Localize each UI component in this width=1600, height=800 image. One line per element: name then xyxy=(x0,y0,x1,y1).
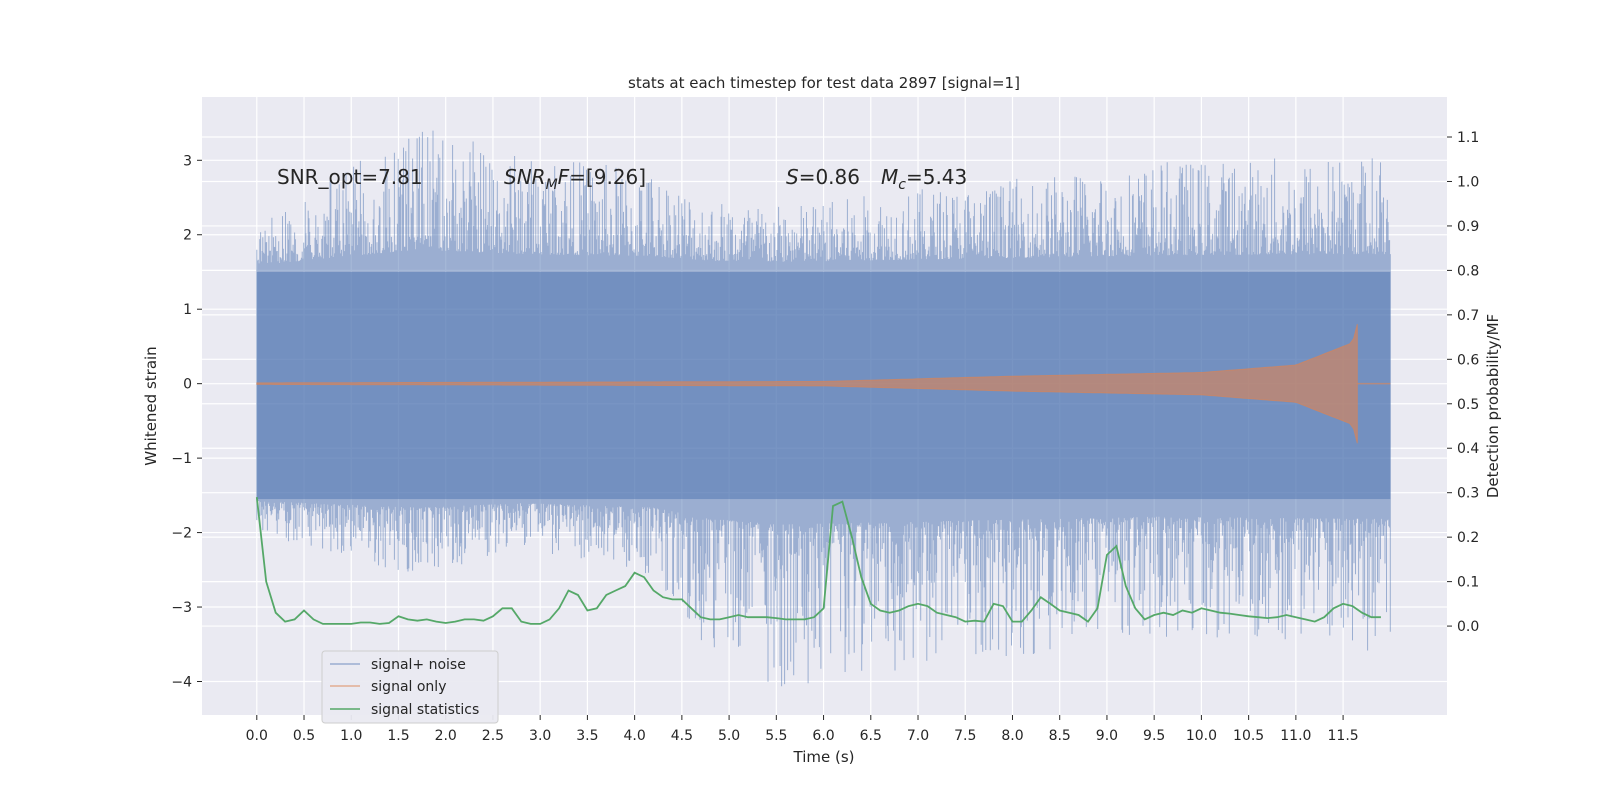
mc-symbol: M xyxy=(881,165,898,189)
right-tick-label: 0.3 xyxy=(1457,486,1479,502)
x-axis-ticks: 0.0 0.5 1.0 1.5 2.0 2.5 3.0 3.5 4.0 4.5 5.0 5.5 6.0 6… xyxy=(246,715,1359,744)
x-axis-label: Time (s) xyxy=(793,748,855,766)
x-tick-label: 7.5 xyxy=(954,728,976,744)
x-tick-label: 1.0 xyxy=(340,728,362,744)
s-value: =0.86 xyxy=(799,165,860,189)
x-tick-label: 0.0 xyxy=(246,728,268,744)
s-symbol: S xyxy=(786,165,799,189)
right-tick-label: 0.9 xyxy=(1457,219,1479,235)
right-tick-label: 0.6 xyxy=(1457,352,1479,368)
right-tick-label: 0.4 xyxy=(1457,441,1479,457)
x-tick-label: 0.5 xyxy=(293,728,315,744)
right-tick-label: 0.5 xyxy=(1457,397,1479,413)
snr-mf-subscript: M xyxy=(546,177,558,193)
series-signal-statistics xyxy=(255,497,1381,625)
series-signal-only xyxy=(256,323,1391,444)
right-tick-label: 0.1 xyxy=(1457,575,1479,591)
y-tick-label: 0 xyxy=(183,377,192,393)
right-tick-label: 1.0 xyxy=(1457,174,1479,190)
mc-subscript: c xyxy=(898,177,906,193)
right-tick-label: 0.0 xyxy=(1457,619,1479,635)
y-axis-ticks: −4 −3 −2 −1 0 1 2 3 xyxy=(171,153,202,690)
legend-box xyxy=(321,650,499,724)
right-tick-label: 0.2 xyxy=(1457,530,1479,546)
x-tick-label: 11.5 xyxy=(1328,728,1359,744)
x-tick-label: 2.5 xyxy=(482,728,504,744)
x-tick-label: 5.0 xyxy=(718,728,740,744)
x-tick-label: 8.0 xyxy=(1001,728,1023,744)
x-tick-label: 2.0 xyxy=(435,728,457,744)
legend-label-noise: signal+ noise xyxy=(371,657,466,673)
signal-chirp-envelope xyxy=(256,323,1358,444)
chart-title: stats at each timestep for test data 289… xyxy=(628,74,1020,92)
x-tick-label: 3.0 xyxy=(529,728,551,744)
x-tick-label: 4.0 xyxy=(623,728,645,744)
snr-mf-symbol: SNR xyxy=(504,165,546,189)
x-tick-label: 6.5 xyxy=(860,728,882,744)
x-tick-label: 10.5 xyxy=(1233,728,1264,744)
annotation-mc: Mc=5.43 xyxy=(881,165,967,193)
x-tick-label: 7.0 xyxy=(907,728,929,744)
x-tick-label: 8.5 xyxy=(1049,728,1071,744)
annotation-snr-mf: SNRMF=[9.26] xyxy=(504,165,646,193)
y-tick-label: 1 xyxy=(183,302,192,318)
right-tick-label: 1.1 xyxy=(1457,130,1479,146)
y-axis-label: Whitened strain xyxy=(142,346,160,465)
annotation-snr-opt: SNR_opt=7.81 xyxy=(277,165,423,189)
y-tick-label: 2 xyxy=(183,228,192,244)
stats-line xyxy=(255,497,1381,625)
y-tick-label: 3 xyxy=(183,153,192,169)
y-tick-label: −1 xyxy=(171,451,192,467)
legend-label-signal: signal only xyxy=(371,679,446,695)
y-tick-label: −2 xyxy=(171,526,192,542)
x-tick-label: 3.5 xyxy=(576,728,598,744)
right-tick-label: 0.7 xyxy=(1457,308,1479,324)
x-tick-label: 9.5 xyxy=(1143,728,1165,744)
x-tick-label: 5.5 xyxy=(765,728,787,744)
annotation-s: S=0.86 xyxy=(786,165,860,189)
snr-mf-symbol-f: F xyxy=(558,165,570,189)
legend-label-stats: signal statistics xyxy=(371,702,479,718)
snr-mf-value: =[9.26] xyxy=(569,165,646,189)
x-tick-label: 4.5 xyxy=(671,728,693,744)
right-tick-label: 0.8 xyxy=(1457,263,1479,279)
mc-value: =5.43 xyxy=(906,165,967,189)
right-axis-label: Detection probability/MF xyxy=(1484,314,1502,498)
y-tick-label: −3 xyxy=(171,600,192,616)
x-tick-label: 9.0 xyxy=(1096,728,1118,744)
x-tick-label: 11.0 xyxy=(1280,728,1311,744)
y-tick-label: −4 xyxy=(171,674,192,690)
x-tick-label: 10.0 xyxy=(1186,728,1217,744)
right-axis-ticks: 0.0 0.1 0.2 0.3 0.4 0.5 0.6 0.7 0.8 0.9 1.0 1.1 xyxy=(1447,130,1479,635)
x-tick-label: 1.5 xyxy=(387,728,409,744)
legend: signal+ noise signal only signal statist… xyxy=(321,650,499,724)
x-tick-label: 6.0 xyxy=(812,728,834,744)
